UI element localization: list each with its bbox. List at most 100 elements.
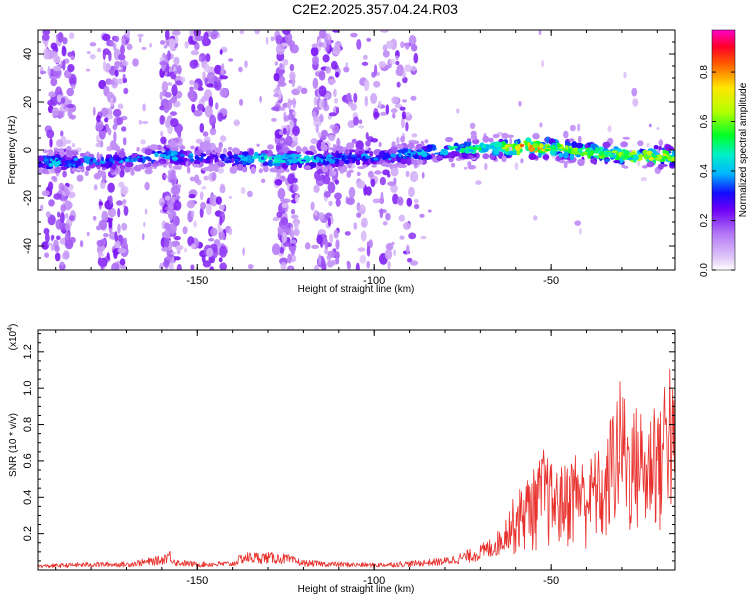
spectrogram-ridge-core: [416, 149, 423, 153]
spectrogram-ridge-cell: [343, 159, 351, 164]
spectrogram-ridge-core: [260, 156, 265, 160]
spectrogram-ridge-core: [125, 158, 129, 162]
spectrogram-ridge-cell: [267, 144, 274, 150]
spectrogram-ridge-cell: [79, 152, 87, 157]
spectrogram-speckle: [100, 180, 106, 190]
spectrogram-speckle: [366, 260, 371, 269]
spectrogram-speckle: [194, 35, 204, 41]
spectrogram-ridge-core: [515, 146, 521, 151]
spectrogram-speckle: [350, 32, 358, 38]
spectrogram-ridge-cell: [101, 167, 107, 171]
spectrogram-ridge-cell: [413, 140, 420, 145]
spectrogram-ridge-cell: [348, 149, 356, 153]
spectrogram-speckle: [393, 249, 397, 256]
spectrogram-speckle: [270, 36, 275, 42]
spectrogram-ridge-cell: [348, 169, 354, 173]
spectrogram-speckle: [385, 40, 394, 49]
spectrogram-speckle: [464, 166, 468, 170]
spectrogram-speckle: [54, 252, 61, 262]
spectrogram-speckle: [166, 63, 170, 73]
spectrogram-speckle: [64, 189, 70, 197]
spectrogram-ridge-cell: [329, 166, 333, 172]
spectrogram-speckle: [259, 95, 262, 103]
spectrogram-speckle: [113, 263, 119, 270]
spectrogram-speckle: [315, 71, 320, 77]
spectrogram-ridge-core: [214, 159, 217, 163]
spectrogram-speckle: [190, 264, 195, 270]
snr-y-scale-exponent: 4: [7, 327, 14, 331]
spectrogram-ridge-core: [539, 143, 544, 149]
spectrogram-speckle: [405, 42, 410, 50]
spectrogram-speckle: [312, 77, 319, 89]
spectrogram-ridge-cell: [211, 152, 217, 156]
spectrogram-speckle: [315, 176, 323, 181]
spectrogram-speckle: [51, 107, 60, 116]
spectrogram-speckle: [176, 64, 182, 75]
spectrogram-speckle: [89, 42, 97, 47]
spectrogram-speckle: [64, 212, 69, 219]
spectrogram-ridge-cell: [47, 149, 54, 154]
spectrogram-speckle: [51, 175, 57, 181]
spectrogram-speckle: [382, 221, 388, 226]
spectrogram-speckle: [326, 254, 332, 261]
spectrogram-speckle: [164, 30, 170, 40]
spectrogram-speckle: [541, 60, 544, 68]
spectrogram-ridge-cell: [569, 153, 575, 160]
spectrogram-speckle: [92, 215, 97, 221]
spectrogram-speckle: [55, 86, 63, 98]
spectrogram-speckle: [56, 139, 63, 148]
spectrogram-speckle: [68, 32, 75, 40]
spectrogram-speckle: [280, 261, 287, 270]
spectrogram-ridge-core: [407, 153, 411, 156]
spectrogram-speckle: [271, 117, 277, 122]
spectrogram-speckle: [45, 211, 51, 218]
spectrogram-speckle: [170, 251, 176, 255]
spectrogram-ridge-core: [582, 151, 588, 156]
spectrogram-speckle: [335, 239, 340, 250]
spectrogram-speckle: [193, 174, 200, 184]
spectrogram-ridge-core: [301, 161, 305, 164]
spectrogram-speckle: [86, 68, 91, 72]
spectrogram-speckle: [199, 191, 204, 201]
spectrogram-speckle: [138, 119, 142, 125]
spectrogram-speckle: [174, 195, 181, 200]
spectrogram-ridge-core: [604, 151, 610, 156]
spectrogram-ridge-cell: [130, 169, 135, 176]
spectrogram-speckle: [189, 80, 195, 85]
spectrogram-ridge-core: [468, 145, 475, 150]
spectrogram-ridge-cell: [281, 146, 290, 154]
snr-y-tick-label: 0.6: [22, 453, 34, 468]
spectrogram-speckle: [361, 217, 368, 228]
spectrogram-ridge-cell: [613, 160, 621, 164]
spectrogram-speckle: [95, 142, 101, 148]
spectrogram-speckle: [208, 96, 214, 109]
spectrogram-ridge-core: [365, 155, 372, 159]
spectrogram-speckle: [569, 124, 576, 132]
spectrogram-speckle: [64, 239, 74, 250]
spectrogram-speckle: [215, 196, 222, 205]
spectrogram-speckle: [215, 102, 219, 110]
spectrogram-speckle: [357, 247, 366, 252]
spectrogram-ridge-core: [235, 159, 239, 164]
spectrogram-ridge-cell: [242, 151, 250, 156]
spectrogram-speckle: [327, 181, 336, 194]
spectrogram-speckle: [44, 232, 50, 243]
spectrogram-ridge-cell: [119, 164, 126, 170]
spectrogram-speckle: [427, 209, 432, 213]
spectrogram-ridge-cell: [275, 154, 281, 160]
spectrogram-speckle: [122, 73, 126, 80]
spectrogram-ridge-cell: [143, 163, 151, 168]
spectrogram-speckle: [382, 50, 390, 58]
spectrogram-speckle: [100, 252, 104, 257]
colorbar-gradient: [711, 29, 736, 271]
spectrogram-speckle: [161, 247, 169, 252]
spectrogram-speckle: [56, 94, 62, 103]
spectrogram-speckle: [218, 141, 223, 149]
spectrogram-ridge-core: [88, 160, 93, 165]
spectrogram-ridge-core: [289, 159, 292, 165]
spectrogram-ridge-cell: [303, 155, 311, 163]
spectrogram-speckle: [98, 128, 106, 140]
spectrogram-ridge-core: [89, 159, 94, 162]
spectrogram-speckle: [121, 37, 126, 46]
spectrogram-ridge-cell: [480, 147, 489, 153]
